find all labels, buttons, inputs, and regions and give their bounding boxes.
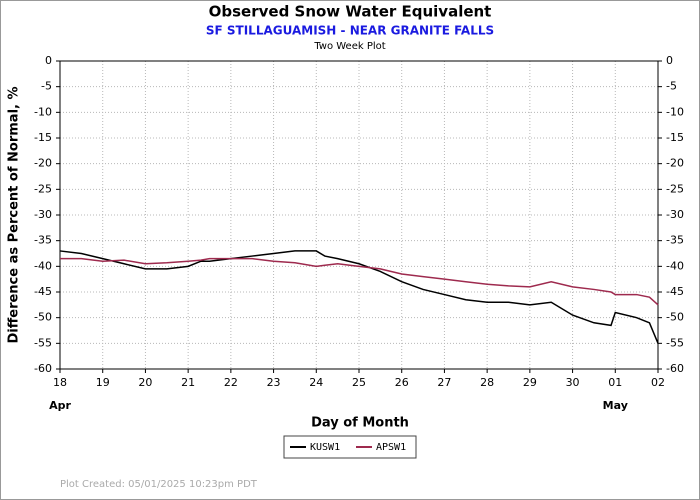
y-tick-label: -35 [34, 234, 52, 247]
y-tick-label: -55 [34, 336, 52, 349]
y-tick-label: -60 [34, 362, 52, 375]
x-tick-label: 24 [309, 376, 323, 389]
y2-tick-label: -60 [666, 362, 684, 375]
x-tick-label: 19 [96, 376, 110, 389]
month-label: May [603, 399, 628, 412]
legend-label: KUSW1 [310, 442, 340, 453]
x-tick-label: 01 [608, 376, 622, 389]
x-tick-label: 28 [480, 376, 494, 389]
y2-tick-label: -45 [666, 285, 684, 298]
series-line [59, 250, 659, 344]
x-tick-label: 26 [395, 376, 409, 389]
x-tick-label: 21 [181, 376, 195, 389]
x-tick-label: 23 [267, 376, 281, 389]
y-tick-label: 0 [45, 54, 52, 67]
y-tick-label: -30 [34, 208, 52, 221]
plot-border [59, 60, 659, 370]
x-tick-label: 27 [437, 376, 451, 389]
x-tick-label: 29 [523, 376, 537, 389]
x-tick-label: 30 [566, 376, 580, 389]
x-tick-label: 25 [352, 376, 366, 389]
y2-tick-label: 0 [666, 54, 673, 67]
y2-tick-label: -50 [666, 311, 684, 324]
legend-box [283, 435, 417, 459]
x-tick-label: 22 [224, 376, 238, 389]
y-tick-label: -50 [34, 311, 52, 324]
y2-tick-label: -30 [666, 208, 684, 221]
y2-tick-label: -10 [666, 105, 684, 118]
y-tick-label: -5 [41, 80, 52, 93]
y-tick-label: -10 [34, 105, 52, 118]
y2-tick-label: -55 [666, 336, 684, 349]
y2-tick-label: -5 [666, 80, 677, 93]
y2-tick-label: -35 [666, 234, 684, 247]
chart-title: Observed Snow Water Equivalent [209, 3, 492, 21]
month-label: Apr [49, 399, 71, 412]
x-axis-label: Day of Month [311, 416, 409, 431]
y2-tick-label: -40 [666, 259, 684, 272]
y-tick-label: -25 [34, 182, 52, 195]
legend-label: APSW1 [376, 442, 406, 453]
y-tick-label: -45 [34, 285, 52, 298]
y-tick-label: -20 [34, 157, 52, 170]
x-tick-label: 02 [651, 376, 665, 389]
footer: Plot Created: 05/01/2025 10:23pm PDT [60, 479, 258, 490]
x-tick-label: 18 [53, 376, 67, 389]
y2-tick-label: -20 [666, 157, 684, 170]
plot-label: Two Week Plot [313, 41, 385, 52]
y-tick-label: -15 [34, 131, 52, 144]
series-line [60, 257, 659, 306]
x-tick-label: 20 [138, 376, 152, 389]
chart-subtitle: SF STILLAGUAMISH - NEAR GRANITE FALLS [206, 24, 494, 38]
y2-tick-label: -15 [666, 131, 684, 144]
y2-tick-label: -25 [666, 182, 684, 195]
y-tick-label: -40 [34, 259, 52, 272]
y-axis-label: Difference as Percent of Normal, % [7, 86, 22, 343]
